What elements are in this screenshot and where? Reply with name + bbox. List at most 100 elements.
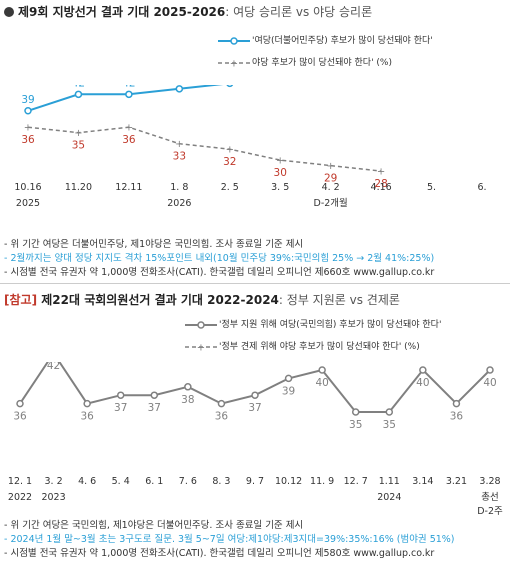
- chart2-title-bold: 제22대 국회의원선거 결과 기대 2022-2024: [37, 293, 279, 307]
- chart2-x-tick-7: 9. 7: [246, 476, 264, 487]
- chart2-series-0-label-2: 36: [80, 411, 94, 423]
- chart1-series-0-point-1: [74, 90, 83, 99]
- chart1-note-1: - 위 기간 여당은 더불어민주당, 제1야당은 국민의힘. 조사 종료일 기준…: [4, 239, 304, 250]
- chart2-series-0-point-8: [284, 374, 293, 383]
- chart2-series-0-point-0: [16, 399, 24, 408]
- chart2-series-0-point-4: [150, 391, 159, 399]
- chart1-series-1-point-2: +: [125, 123, 133, 134]
- chart2-note-3: - 시점별 전국 유권자 약 1,000명 전화조사(CATI). 한국갤럽 데…: [4, 548, 435, 559]
- chart1-series-0-label-2: 42: [122, 85, 135, 89]
- chart2-series-0-point-14: [486, 366, 494, 374]
- chart2-legend-check: + '정부 견제 위해 야당 후보가 많이 당선돼야 한다' (%): [185, 339, 420, 353]
- chart2-series-0-point-5: [184, 383, 192, 391]
- chart1-series-0-line: [27, 85, 224, 112]
- chart2-x-tick-0: 12. 1: [8, 476, 32, 487]
- chart2-title: [참고] 제22대 국회의원선거 결과 기대 2022-2024: 정부 지원론…: [4, 291, 400, 308]
- chart2-series-0-point-11: [385, 408, 394, 416]
- chart1-legend-opposition: + 야당 후보가 많이 당선돼야 한다' (%): [218, 55, 392, 69]
- chart1-series-1-point-0: +: [24, 123, 32, 134]
- chart1-series-1-label-5: 30: [274, 167, 287, 179]
- chart1-x-tick-7: 4.16: [371, 182, 392, 193]
- chart2-x-tick-2: 4. 6: [78, 476, 96, 487]
- chart1-title: 제9회 지방선거 결과 기대 2025-2026: 여당 승리론 vs 야당 승…: [4, 3, 372, 20]
- chart2-x-tick-sub-1: 2023: [41, 492, 65, 503]
- chart2-x-tick-sub2-14: D-2주: [477, 506, 503, 517]
- chart2-series-0-label-6: 36: [215, 411, 229, 423]
- chart1-series-1-line: [27, 126, 382, 172]
- chart2-series-0-point-3: [116, 391, 125, 399]
- chart2-series-0-label-10: 35: [349, 419, 362, 431]
- chart2-legend-support: '정부 지원 위해 여당(국민의힘) 후보가 많이 당선돼야 한다': [185, 317, 441, 330]
- chart1-x-tick-0: 10.16: [14, 182, 41, 193]
- svg-text:+: +: [197, 342, 205, 352]
- svg-text:+: +: [230, 58, 238, 68]
- chart2-series-0-point-9: [318, 366, 326, 374]
- chart2-series-0-label-12: 40: [416, 377, 429, 389]
- chart2-series-0-point-7: [251, 391, 259, 399]
- chart1-x-tick-9: 6.: [477, 182, 486, 193]
- chart2-x-tick-sub-11: 2024: [377, 492, 401, 503]
- chart1-x-tick-sub-3: 2026: [167, 198, 191, 209]
- chart1-series-1-point-5: +: [276, 156, 284, 167]
- chart2-series-0-label-8: 39: [282, 385, 295, 397]
- legend-line-solid-gray-icon: [185, 320, 217, 329]
- chart2-series-0-point-13: [452, 399, 461, 408]
- chart2-series-0-label-5: 38: [181, 394, 194, 406]
- chart2-x-tick-12: 3.14: [412, 476, 433, 487]
- chart1-series-1-label-3: 33: [173, 151, 186, 163]
- chart1-legend-ruling: '여당(더불어민주당) 후보가 많이 당선돼야 한다': [218, 33, 433, 46]
- chart2-x-tick-3: 5. 4: [112, 476, 130, 487]
- chart2-series-0-point-10: [351, 408, 360, 416]
- chart1-title-bold: 제9회 지방선거 결과 기대 2025-2026: [18, 5, 226, 19]
- chart2-x-tick-10: 12. 7: [344, 476, 368, 487]
- chart1-x-tick-sub-6: D-2개월: [314, 197, 348, 209]
- chart1-x-tick-sub-0: 2025: [16, 198, 40, 209]
- chart2-note-2: - 2024년 1월 말~3월 초는 3구도로 질문. 3월 5~7일 여당:제…: [4, 534, 455, 545]
- chart1-title-rest: : 여당 승리론 vs 야당 승리론: [225, 5, 373, 19]
- chart1-series-0-point-4: [226, 85, 234, 88]
- chart2-series-0-label-13: 36: [450, 411, 464, 423]
- chart2-series-0-point-6: [217, 399, 226, 408]
- chart1-note-2: - 2월까지는 양대 정당 지지도 격차 15%포인트 내외(10월 민주당 3…: [4, 253, 435, 264]
- legend-line-dashed-gray-icon: +: [185, 342, 217, 353]
- chart1-x-tick-6: 4. 2: [322, 182, 340, 193]
- legend-line-dashed-gray-icon: +: [218, 58, 250, 69]
- chart2-series-0-label-4: 37: [148, 402, 161, 414]
- chart2-series-0-label-14: 40: [483, 377, 496, 389]
- chart1-series-0-point-3: [175, 85, 184, 93]
- chart1-x-tick-4: 2. 5: [221, 182, 239, 193]
- chart2-x-tick-13: 3.21: [446, 476, 467, 487]
- chart2-series-0-label-7: 37: [248, 402, 261, 414]
- chart2-x-tick-sub-0: 2022: [8, 492, 32, 503]
- chart2-x-tick-1: 3. 2: [45, 476, 63, 487]
- chart2-x-tick-6: 8. 3: [212, 476, 230, 487]
- legend-line-solid-blue-icon: [218, 36, 250, 45]
- chart2-series-0-label-3: 37: [114, 402, 127, 414]
- chart1-x-tick-2: 12.11: [115, 182, 142, 193]
- chart1-series-1-label-0: 36: [21, 134, 35, 146]
- chart2-x-tick-9: 11. 9: [310, 476, 334, 487]
- chart2-legend-support-label: '정부 지원 위해 여당(국민의힘) 후보가 많이 당선돼야 한다': [219, 320, 442, 330]
- chart2-x-tick-4: 6. 1: [145, 476, 163, 487]
- chart2-series-0-label-1: 42: [47, 362, 60, 372]
- chart2-x-tick-5: 7. 6: [179, 476, 197, 487]
- chart2-series-0-label-11: 35: [383, 419, 396, 431]
- chart1-series-1-label-1: 35: [72, 140, 85, 152]
- chart2-x-tick-11: 1.11: [379, 476, 400, 487]
- chart1-series-1-point-6: +: [326, 161, 334, 172]
- chart2-plot: 364236373738363739403535403640+49+44+50+…: [8, 362, 503, 517]
- chart2-x-tick-8: 10.12: [275, 476, 302, 487]
- chart1-series-1-point-4: +: [226, 145, 234, 156]
- chart1-series-0-point-2: [125, 90, 133, 99]
- chart1-series-0-label-0: 39: [21, 94, 34, 106]
- chart1-x-tick-1: 11.20: [65, 182, 92, 193]
- chart1-series-0-point-0: [24, 107, 32, 115]
- chart1-x-tick-8: 5.: [427, 182, 436, 193]
- chart1-series-1-label-6: 29: [324, 173, 337, 185]
- chart1-note-3: - 시점별 전국 유권자 약 1,000명 전화조사(CATI). 한국갤럽 데…: [4, 267, 435, 278]
- chart2-series-0-point-2: [83, 399, 91, 408]
- chart1-series-0-label-1: 42: [72, 85, 85, 89]
- chart2-series-0-label-0: 36: [13, 411, 27, 423]
- chart2-note-1: - 위 기간 여당은 국민의힘, 제1야당은 더불어민주당. 조사 종료일 기준…: [4, 520, 304, 531]
- chart1-series-1-point-1: +: [74, 128, 82, 139]
